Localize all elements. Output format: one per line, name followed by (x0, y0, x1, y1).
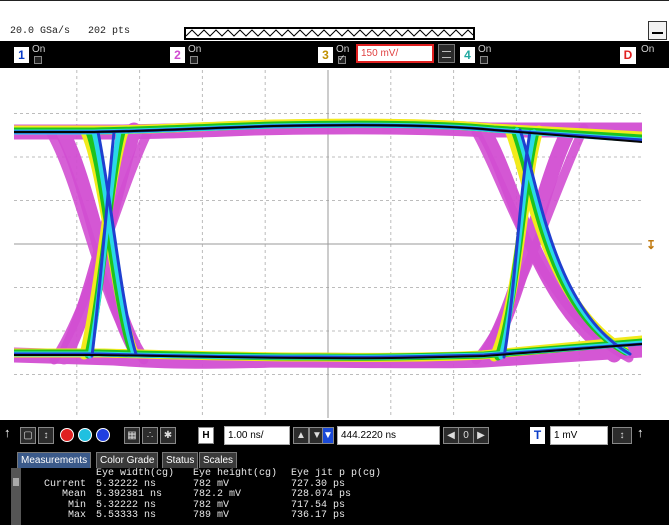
measurement-tabs: Measurements Color Grade Status Scales (0, 451, 669, 468)
color-blue-icon[interactable] (96, 428, 110, 442)
table-cell: 782 mV (193, 499, 230, 511)
row-label: Mean (61, 489, 86, 500)
tab-scales[interactable]: Scales (199, 452, 238, 468)
table-row: Mean 5.392381 ns 782.2 mV 728.074 ps (40, 489, 381, 501)
status-bar: 20.0 GSa/s 202 pts (0, 0, 669, 41)
pan-icon[interactable]: ↕ (38, 427, 54, 444)
channel-3-control[interactable]: 3 On (318, 44, 354, 64)
delay-zero-icon[interactable]: 0 (458, 427, 474, 444)
digital-channel-button[interactable]: D (620, 47, 636, 64)
table-cell: 5.53333 ns (96, 510, 157, 521)
digital-channel-state: On (641, 44, 655, 55)
measurements-panel: Eye width(cg) Eye height(cg) Eye jit p p… (0, 468, 669, 525)
horizontal-icon[interactable]: H (198, 427, 214, 444)
settings-icon[interactable]: ✱ (160, 427, 176, 444)
column-header: Eye width(cg) (96, 468, 175, 479)
color-cyan-icon[interactable] (78, 428, 92, 442)
channel-3-scale-spinner[interactable] (438, 44, 455, 63)
channel-1-button[interactable]: 1 (14, 47, 29, 63)
channel-4-button[interactable]: 4 (460, 47, 475, 63)
channel-3-state: On (336, 44, 350, 55)
table-cell: 789 mV (193, 510, 230, 521)
table-row: Max 5.53333 ns 789 mV 736.17 ps (40, 510, 381, 522)
channel-2-button[interactable]: 2 (170, 47, 185, 63)
memory-overview[interactable] (184, 27, 475, 40)
timebase-field[interactable]: 1.00 ns/ (224, 426, 290, 445)
channel-4-control[interactable]: 4 On (460, 44, 505, 64)
acquisition-info: 20.0 GSa/s 202 pts (10, 26, 130, 37)
table-row: Min 5.32222 ns 782 mV 717.54 ps (40, 499, 381, 512)
table-header-row: Eye width(cg) Eye height(cg) Eye jit p p… (40, 468, 382, 480)
delay-right-icon[interactable]: ▶ (473, 427, 489, 444)
table-cell: 782 mV (193, 478, 230, 490)
channel-1-state: On (32, 44, 46, 55)
table-cell: 5.392381 ns (96, 489, 163, 500)
channel-3-checkbox[interactable] (338, 53, 346, 64)
measure-icon[interactable]: ∴ (142, 427, 158, 444)
points-count: 202 pts (88, 26, 131, 37)
sample-rate: 20.0 GSa/s (10, 26, 71, 37)
table-cell: 5.32222 ns (96, 499, 157, 511)
scope-toolbar: ↑ ▢ ↕ ▦ ∴ ✱ H 1.00 ns/ ▲ ▼ ▼ 444.2220 ns… (0, 420, 669, 451)
trigger-button[interactable]: T (530, 427, 545, 444)
color-red-icon[interactable] (60, 428, 74, 442)
row-label: Min (67, 499, 86, 511)
table-cell: 5.32222 ns (96, 478, 157, 490)
channel-4-checkbox[interactable] (480, 56, 488, 64)
table-cell: 717.54 ps (291, 499, 346, 511)
tab-measurements[interactable]: Measurements (17, 452, 92, 468)
timebase-up-icon[interactable]: ▲ (293, 427, 309, 444)
delay-field[interactable]: 444.2220 ns (337, 426, 440, 445)
trigger-level-marker-icon[interactable]: ↧ (646, 238, 657, 252)
row-label: Max (67, 510, 86, 521)
cursor-icon[interactable]: ↑ (4, 425, 11, 440)
channel-1-checkbox[interactable] (34, 56, 42, 64)
channel-1-control[interactable]: 1 On (14, 44, 59, 64)
zoom-icon[interactable]: ▢ (20, 427, 36, 444)
channel-2-state: On (188, 44, 202, 55)
eye-diagram (14, 118, 642, 369)
channel-3-button[interactable]: 3 (318, 47, 333, 63)
tab-status[interactable]: Status (162, 452, 199, 468)
column-header: Eye jit p p(cg) (291, 468, 382, 479)
scope-left-margin (0, 68, 14, 420)
channel-3-scale-field[interactable]: 150 mV/ (356, 44, 434, 63)
trigger-level-spinner-icon[interactable]: ↕ (612, 427, 632, 444)
table-row: Current 5.32222 ns 782 mV 727.30 ps (40, 478, 381, 491)
display-mode-icon[interactable]: ▦ (124, 427, 140, 444)
row-label: Current (43, 478, 86, 490)
minimize-button[interactable] (648, 21, 667, 40)
trigger-slope-icon[interactable]: ↑ (637, 425, 644, 440)
column-header: Eye height(cg) (193, 468, 278, 479)
table-cell: 728.074 ps (291, 489, 352, 500)
tab-color-grade[interactable]: Color Grade (96, 452, 159, 468)
channel-2-control[interactable]: 2 On (170, 44, 215, 64)
channel-4-state: On (478, 44, 492, 55)
channel-bar: 1 On 2 On 3 On 150 mV/ 4 On D On (0, 41, 669, 68)
table-cell: 736.17 ps (291, 510, 346, 521)
delay-left-icon[interactable]: ◀ (443, 427, 459, 444)
measurements-table: Eye width(cg) Eye height(cg) Eye jit p p… (40, 468, 382, 522)
table-cell: 782.2 mV (193, 489, 242, 500)
table-cell: 727.30 ps (291, 478, 346, 490)
trigger-level-field[interactable]: 1 mV (550, 426, 608, 445)
measurements-scrollbar[interactable] (11, 468, 21, 525)
delay-marker-icon[interactable]: ▼ (322, 427, 334, 444)
channel-2-checkbox[interactable] (190, 56, 198, 64)
waveform-display[interactable] (14, 70, 642, 418)
